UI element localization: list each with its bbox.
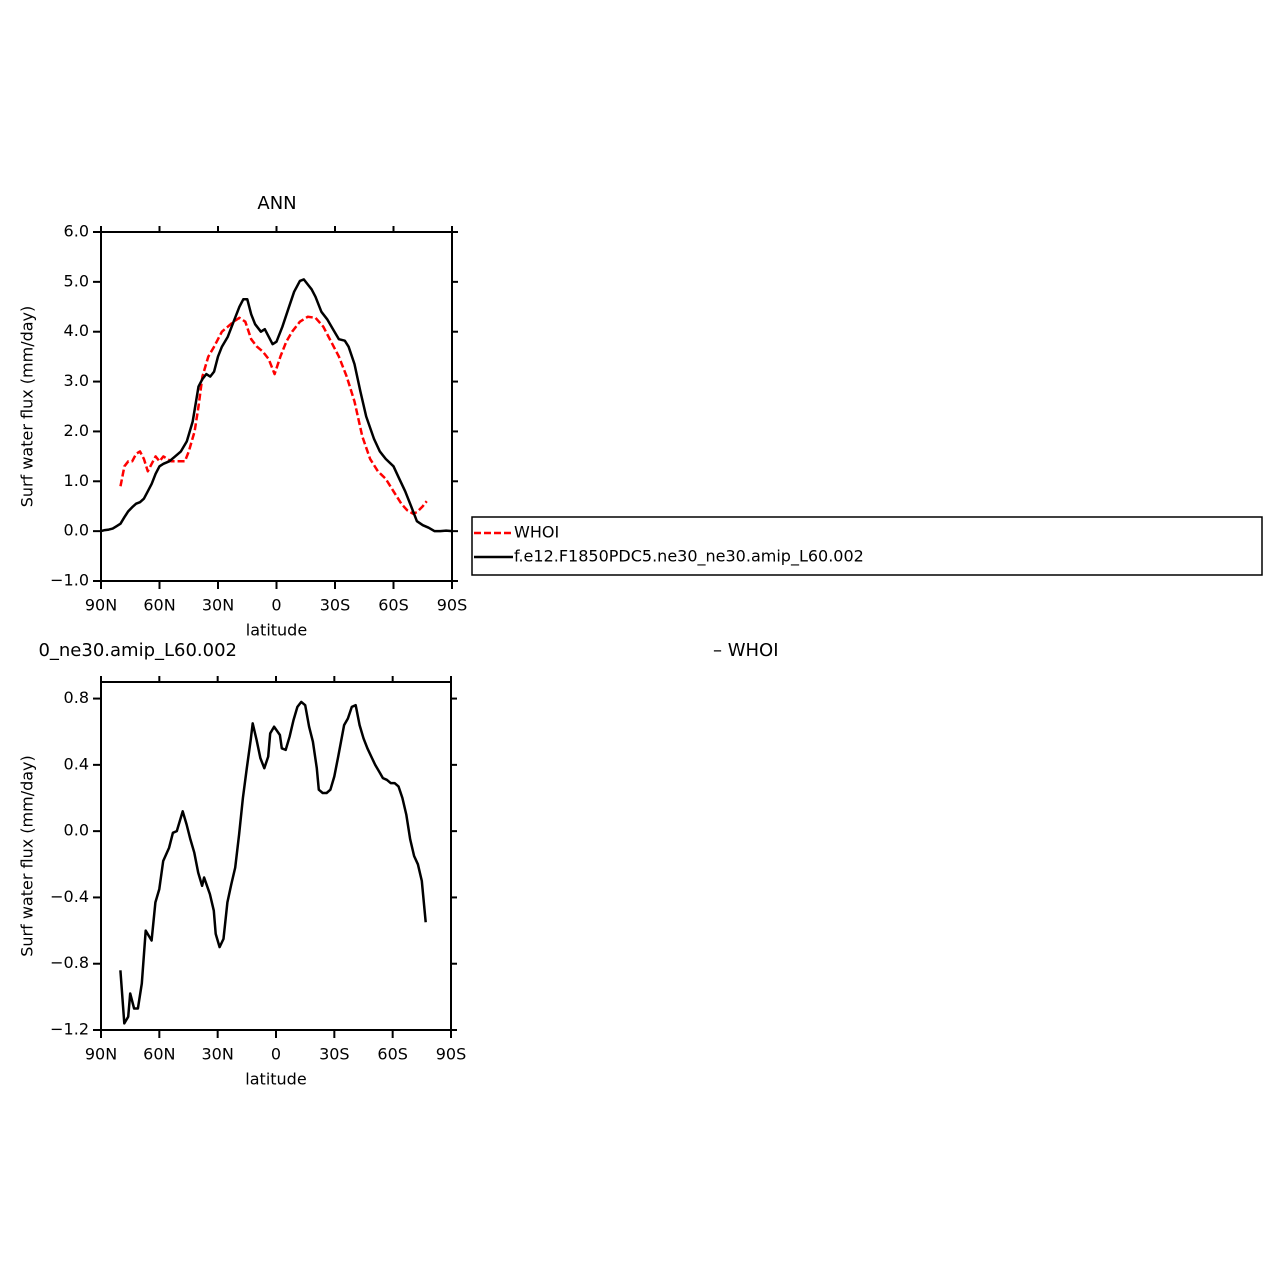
y-tick-label: 6.0 (64, 222, 89, 241)
x-tick-label: 30S (319, 1045, 350, 1064)
legend-box (471, 516, 1263, 576)
y-tick-label: 4.0 (64, 321, 89, 340)
legend-label: f.e12.F1850PDC5.ne30_ne30.amip_L60.002 (514, 547, 864, 567)
y-tick-label: 0.0 (64, 821, 89, 840)
y-tick-label: −1.0 (50, 571, 89, 590)
y-tick-label: 0.0 (64, 521, 89, 540)
data-line (119, 700, 427, 1025)
x-tick-label: 60N (143, 596, 175, 615)
plot-frame (100, 681, 452, 1031)
x-tick-label: 0 (271, 596, 281, 615)
y-tick-label: 2.0 (64, 421, 89, 440)
x-tick-label: 90N (85, 596, 117, 615)
y-tick-label: −0.8 (50, 953, 89, 972)
chart-title: ANN (257, 193, 296, 214)
x-tick-label: 60S (377, 1045, 408, 1064)
x-tick-label: 90N (85, 1045, 117, 1064)
y-tick-label: 1.0 (64, 471, 89, 490)
x-tick-label: 90S (437, 596, 468, 615)
data-line (119, 315, 428, 515)
data-line (100, 278, 453, 533)
y-tick-label: −0.4 (50, 887, 89, 906)
y-axis-label: Surf water flux (mm/day) (18, 306, 37, 508)
x-tick-label: 90S (436, 1045, 467, 1064)
plot-frame (100, 231, 453, 582)
x-tick-label: 0 (271, 1045, 281, 1064)
chart-title: 0_ne30.amip_L60.002 (38, 640, 237, 661)
x-axis-label: latitude (245, 1070, 306, 1089)
x-tick-label: 30S (320, 596, 351, 615)
y-tick-label: −1.2 (50, 1020, 89, 1039)
y-axis-label: Surf water flux (mm/day) (18, 755, 37, 957)
y-tick-label: 5.0 (64, 271, 89, 290)
x-tick-label: 60S (378, 596, 409, 615)
y-tick-label: 0.4 (64, 754, 89, 773)
y-tick-label: 3.0 (64, 371, 89, 390)
y-tick-label: 0.8 (64, 688, 89, 707)
x-axis-label: latitude (246, 621, 307, 640)
x-tick-label: 30N (202, 1045, 234, 1064)
chart-title: – WHOI (713, 640, 779, 661)
legend-label: WHOI (514, 523, 559, 542)
x-tick-label: 60N (143, 1045, 175, 1064)
x-tick-label: 30N (202, 596, 234, 615)
